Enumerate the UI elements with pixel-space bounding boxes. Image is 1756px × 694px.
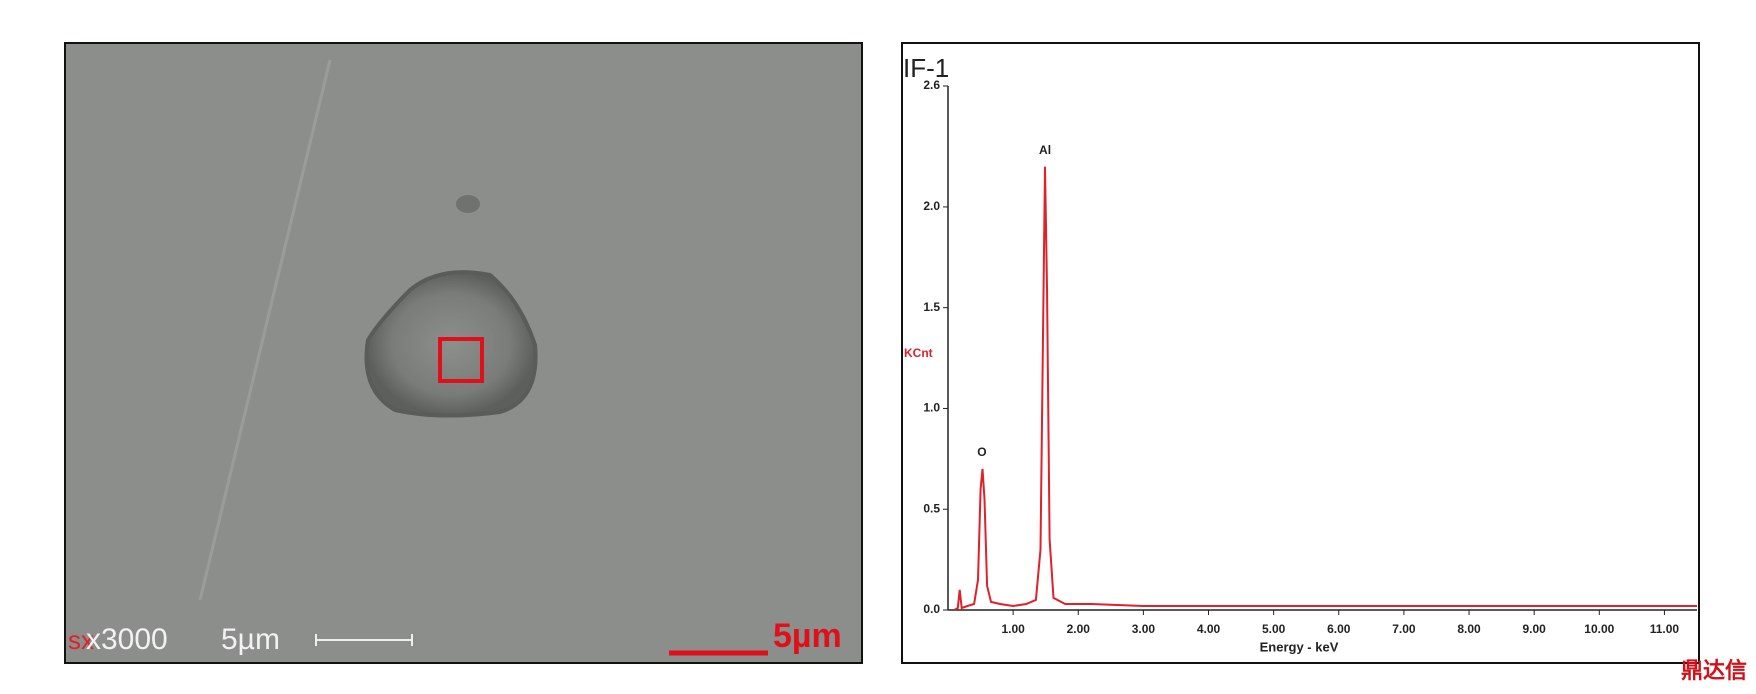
- analysis-box: [438, 337, 484, 383]
- watermark: 鼎达信: [1681, 658, 1747, 683]
- x-tick-label: 5.00: [1262, 622, 1286, 636]
- x-axis-label: Energy - keV: [1260, 639, 1339, 654]
- chart-title: IF-1: [903, 53, 949, 83]
- marker-label: 5µm: [773, 617, 842, 655]
- scale-label: 5µm: [221, 623, 280, 656]
- spectrum-line: [953, 166, 1697, 611]
- particle: [364, 270, 538, 418]
- x-tick-label: 9.00: [1522, 622, 1546, 636]
- y-tick-label: 0.5: [923, 501, 940, 515]
- sem-image: sx x3000 5µm 5µm: [64, 42, 863, 664]
- x-tick-label: 3.00: [1132, 622, 1156, 636]
- x-tick-label: 10.00: [1584, 622, 1614, 636]
- peak-label: Al: [1039, 143, 1051, 157]
- x-tick-label: 6.00: [1327, 622, 1351, 636]
- x-tick-label: 2.00: [1067, 622, 1091, 636]
- overlay-label: sx: [68, 625, 94, 655]
- y-axis-label: KCnt: [904, 346, 933, 360]
- spot: [456, 195, 480, 213]
- peak-label: O: [977, 445, 986, 459]
- x-tick-label: 11.00: [1650, 622, 1680, 636]
- y-tick-label: 0.0: [923, 602, 940, 616]
- y-tick-label: 2.6: [923, 78, 940, 92]
- y-tick-label: 1.0: [923, 401, 940, 415]
- x-tick-label: 1.00: [1001, 622, 1025, 636]
- x-tick-label: 4.00: [1197, 622, 1221, 636]
- x-tick-label: 8.00: [1457, 622, 1481, 636]
- chart-frame: [901, 42, 1700, 664]
- y-tick-label: 1.5: [923, 300, 940, 314]
- magnification: x3000: [86, 623, 168, 656]
- y-tick-label: 2.0: [923, 199, 940, 213]
- x-tick-label: 7.00: [1392, 622, 1416, 636]
- scratch: [198, 59, 332, 601]
- spectrum-chart: IF-1 KCnt Energy - keV 0.0 0.5 1.0 1.5 2.0 2.…: [901, 42, 1700, 664]
